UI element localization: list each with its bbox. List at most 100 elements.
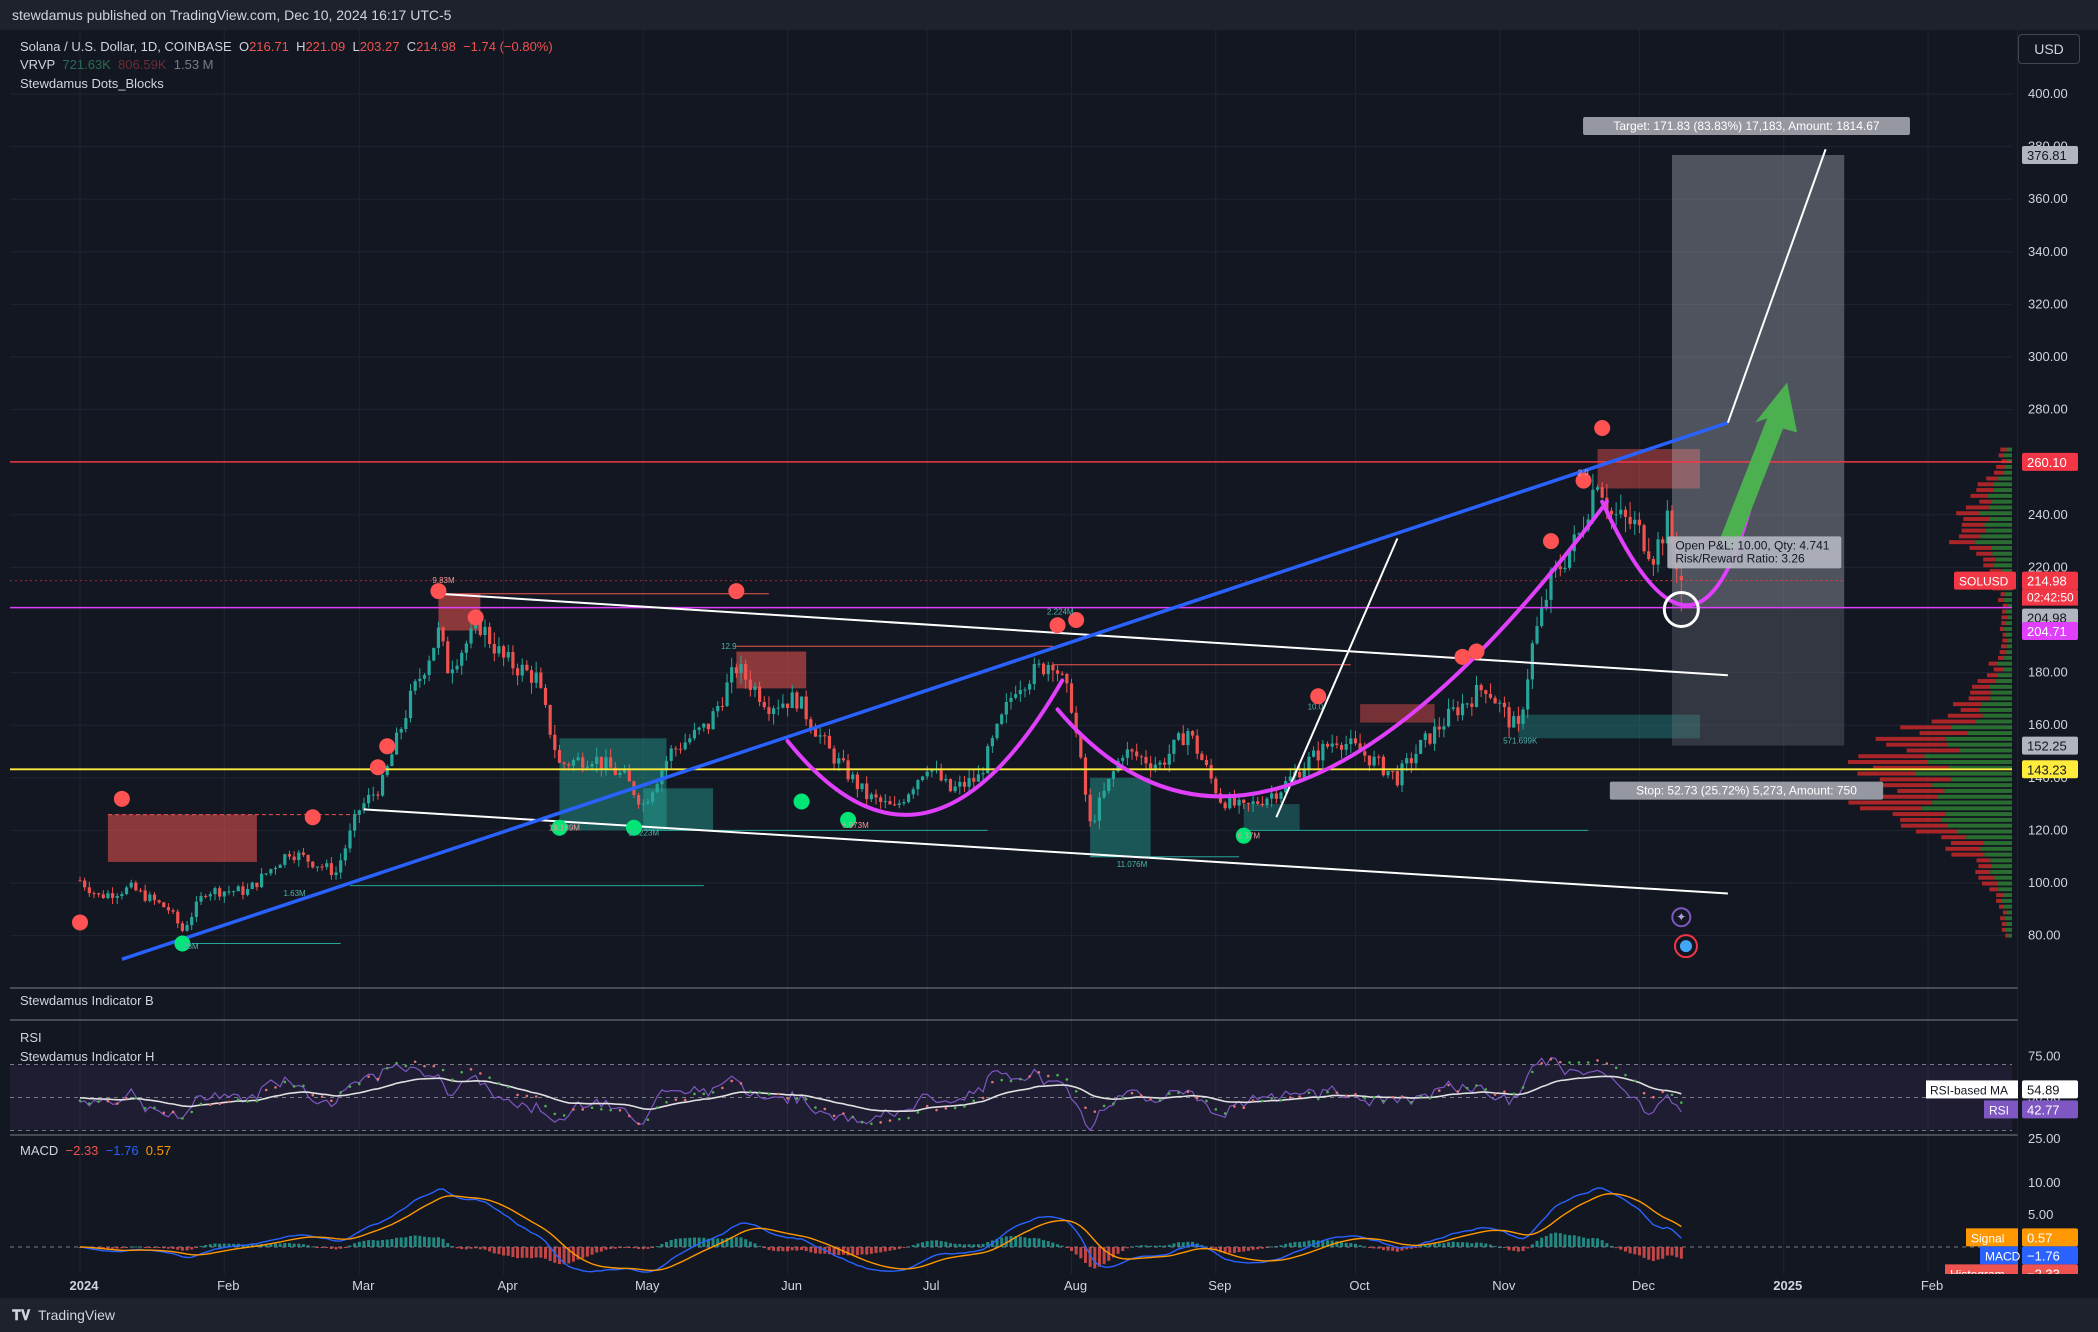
profile-bar-up [2003,598,2012,603]
macd-histogram-bar [1270,1246,1274,1248]
macd-tag: MACD [1985,1249,2021,1263]
macd-histogram-bar [1172,1243,1176,1247]
macd-histogram-bar [455,1247,459,1249]
macd-histogram-bar [353,1243,357,1247]
support-dot [551,819,568,836]
profile-bar-up [2001,569,2012,574]
profile-bar-down [1900,817,1941,822]
candle-body [218,888,222,897]
macd-legend[interactable]: MACD −2.33 −1.76 0.57 [20,1143,171,1158]
dots-blocks-legend[interactable]: Stewdamus Dots_Blocks [20,75,164,93]
macd-histogram-bar [1391,1247,1395,1251]
macd-histogram-bar [204,1245,208,1247]
candle-body [976,774,981,782]
macd-histogram-bar [1456,1242,1460,1247]
candle-body [278,864,282,869]
entry-circle [1662,590,1700,628]
profile-bar-down [2000,916,2005,921]
candle-body [553,734,557,751]
candle-body [259,873,264,888]
macd-histogram-bar [1526,1247,1530,1249]
macd-histogram-bar [1609,1245,1613,1247]
candle-body [944,779,948,781]
candle-body [1125,749,1129,758]
currency-button[interactable]: USD [2018,34,2080,64]
indicator-h-dot [469,1067,473,1071]
indicator-h-dot [1372,1096,1376,1099]
candle-body [1377,756,1381,758]
macd-histogram-bar [450,1246,454,1248]
profile-bar-up [1980,534,2012,539]
macd-histogram-bar [460,1247,464,1250]
candle-body [446,641,450,674]
macd-histogram-bar [1083,1247,1087,1263]
macd-histogram-bar [464,1247,468,1250]
indicator-h-dot [842,1112,845,1115]
candle-body [762,701,766,708]
macd-histogram-bar [1014,1236,1018,1247]
macd-histogram-bar [623,1247,627,1248]
candle-body [623,770,627,773]
candle-body [739,663,743,674]
macd-histogram-bar [1554,1232,1558,1247]
profile-bar-up [1982,713,2012,718]
profile-bar-down [2000,447,2007,452]
time-tick-label: Nov [1492,1278,1516,1293]
macd-histogram-bar [1093,1247,1097,1269]
indicator-b-title[interactable]: Stewdamus Indicator B [20,993,154,1008]
macd-histogram-bar [292,1243,296,1247]
candle-body [1372,756,1376,766]
price-chart[interactable]: Target: 171.83 (83.83%) 17,183, Amount: … [0,30,2098,1298]
candle-body [813,728,818,737]
time-tick-label: Apr [497,1278,518,1293]
indicator-h-dot [767,1092,771,1096]
candle-body [650,792,655,802]
macd-histogram-bar [1042,1240,1046,1247]
candle-body [362,803,366,811]
macd-histogram-bar [1647,1247,1651,1260]
macd-histogram-bar [1097,1247,1101,1267]
indicator-h-dot [1279,1099,1283,1102]
macd-histogram-bar [287,1243,291,1247]
indicator-h-title[interactable]: Stewdamus Indicator H [20,1049,155,1064]
profile-bar-down [1941,835,1967,840]
macd-histogram-bar [390,1239,394,1247]
profile-bar-up [2004,916,2012,921]
macd-histogram-bar [446,1243,450,1247]
volume-annotation: 5.28M [176,942,199,951]
candle-body [771,708,776,715]
channel-upper-line [438,592,1728,677]
channel-lower-line [363,808,1728,895]
profile-bar-down [1915,829,1957,834]
candle-body [320,866,324,868]
flag-icon [1673,934,1698,959]
candle-body [1460,703,1465,716]
rsi-title[interactable]: RSI [20,1030,42,1045]
candle-body [1344,744,1348,750]
candle-body [911,789,915,795]
support-dot [625,819,642,836]
candle-body [585,766,589,768]
indicator-h-dot [600,1107,603,1111]
drawings[interactable]: Target: 171.83 (83.83%) 17,183, Amount: … [10,116,2012,961]
candle-body [1363,751,1367,756]
candle-body [581,757,585,768]
macd-histogram-bar [250,1244,254,1247]
candle-body [1251,801,1255,805]
time-axis[interactable]: 2024 Feb Mar Apr May Jun Jul Aug Sep Oct Nov Dec 202… [0,1274,2098,1298]
vrvp-legend[interactable]: VRVP 721.63K 806.59K 1.53 M [20,56,214,74]
macd-histogram-bar [1242,1247,1246,1252]
profile-bar-up [1988,493,2012,498]
profile-bar-down [1970,690,1991,695]
price-axis[interactable]: 400.00380.00360.00340.00320.00300.00280.… [1926,30,2098,1286]
target-price-label: 376.81 [2027,148,2067,163]
macd-histogram-bar [306,1245,310,1247]
profile-bar-down [1961,522,1985,527]
vrvp-value-2: 806.59K [118,57,167,72]
indicator-h-dot [739,1082,743,1085]
candle-body [1540,606,1544,627]
macd-histogram-bar [1218,1247,1222,1253]
profile-bar-down [1996,464,2005,469]
macd-histogram-bar [1144,1245,1148,1247]
demand-zone [1243,804,1300,831]
